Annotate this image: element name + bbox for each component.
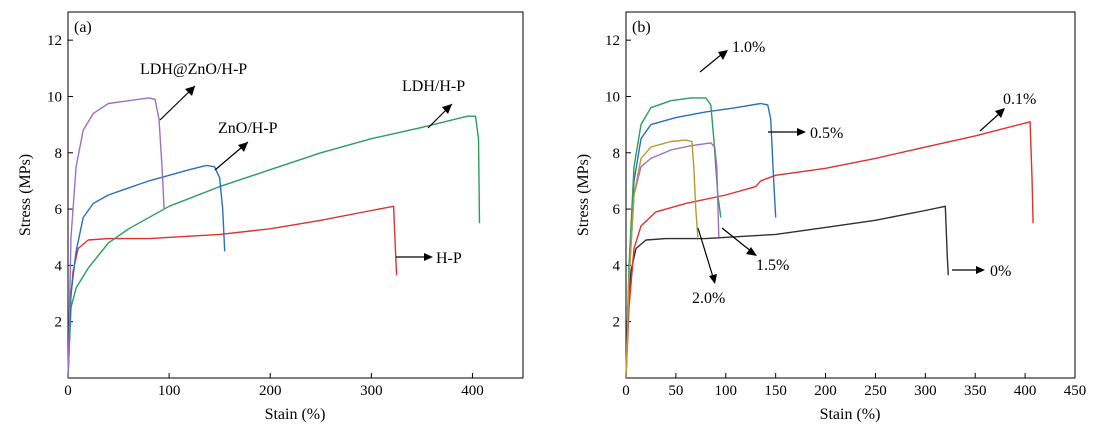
panel-b-arrow-1-0 <box>699 53 723 73</box>
panel-a-x-tick-label: 0 <box>64 383 72 399</box>
panel-b-x-tick-label: 400 <box>1014 383 1037 399</box>
panel-b-y-tick-label: 2 <box>613 315 621 331</box>
panel-b-arrow-0-1 <box>979 112 1001 132</box>
panel-a-series-3-line <box>67 97 165 379</box>
panel-b-arrowhead-1-0 <box>718 50 728 60</box>
panel-a-y-tick-label: 12 <box>47 33 62 49</box>
panel-b-series-0-line <box>625 205 949 379</box>
panel-b-x-axis-label: Stain (%) <box>820 406 881 423</box>
panel-a-x-tick-label: 400 <box>461 383 484 399</box>
panel-a-y-tick-label: 4 <box>55 258 63 274</box>
panel-b-series <box>625 97 1034 379</box>
panel-a-plot-frame <box>67 11 524 379</box>
panel-b-x-tick-label: 100 <box>715 383 738 399</box>
panel-b-arrow-1-5 <box>721 227 753 253</box>
panel-b-label: (b) <box>632 19 651 36</box>
panel-b-series-4-line <box>625 142 720 379</box>
panel-a-label: (a) <box>74 19 92 36</box>
panel-b-ticks: 0 50 100 150 200 250 300 350 400 450 2 4 6 8 10 12 <box>605 33 1086 399</box>
panel-b-arrowhead-0 <box>976 266 985 274</box>
panel-a-arrowhead-ldh-zno <box>185 86 195 96</box>
panel-b-annotation-2-0: 2.0% <box>692 290 725 307</box>
panel-a-series-1-line <box>67 115 481 379</box>
panel-b-plot-frame <box>625 11 1076 379</box>
panel-b-annotation-1-5: 1.5% <box>756 257 789 274</box>
panel-b-y-tick-label: 4 <box>613 258 621 274</box>
panel-b-annotation-1-0: 1.0% <box>732 39 765 56</box>
panel-a-y-tick-label: 8 <box>55 146 63 162</box>
panel-b-y-tick-label: 10 <box>605 89 620 105</box>
panel-b-x-tick-label: 450 <box>1064 383 1087 399</box>
panel-a-annotation-zno: ZnO/H-P <box>218 120 278 137</box>
panel-b-annotation-0-1: 0.1% <box>1003 91 1036 108</box>
panel-b-series-2-line <box>625 102 777 379</box>
panel-b-x-tick-label: 300 <box>914 383 937 399</box>
panel-a-arrowhead-hp <box>424 253 433 261</box>
panel-b-x-tick-label: 200 <box>814 383 837 399</box>
panel-b-series-5-line <box>625 139 699 379</box>
panel-b-arrowhead-0-5 <box>797 128 806 136</box>
panel-b-arrowhead-2-0 <box>709 274 717 284</box>
panel-a-y-tick-label: 2 <box>55 315 63 331</box>
panel-a-x-tick-label: 200 <box>259 383 282 399</box>
panel-b-x-tick-label: 50 <box>668 383 683 399</box>
panel-a-chart: 0 100 200 300 400 2 4 6 8 10 12 (a) Stain (%) Stre… <box>17 11 524 423</box>
panel-b-series-1-line <box>625 121 1034 379</box>
panel-a-annotation-ldh-zno: LDH@ZnO/H-P <box>140 61 247 78</box>
panel-a-series-0-line <box>67 205 398 379</box>
panel-a-y-tick-label: 6 <box>55 202 63 218</box>
panel-a-y-tick-label: 10 <box>47 89 62 105</box>
panel-b-y-tick-label: 8 <box>613 146 621 162</box>
panel-b-x-tick-label: 350 <box>964 383 987 399</box>
panel-b-y-tick-label: 6 <box>613 202 621 218</box>
panel-a-arrowhead-zno <box>238 142 248 152</box>
panel-a-series-2-line <box>67 164 226 379</box>
panel-a-x-tick-label: 300 <box>360 383 383 399</box>
panel-b-x-tick-label: 250 <box>864 383 887 399</box>
panel-a-x-axis-label: Stain (%) <box>265 406 326 423</box>
panel-a-y-axis-label: Stress (MPs) <box>17 154 34 236</box>
panel-b-arrow-2-0 <box>697 227 714 278</box>
panel-b-y-axis-label: Stress (MPs) <box>575 154 592 236</box>
panel-b-y-tick-label: 12 <box>605 33 620 49</box>
panel-b-annotation-0-5: 0.5% <box>810 125 843 142</box>
panel-b-x-tick-label: 0 <box>622 383 630 399</box>
panel-a-annotation-hp: H-P <box>436 250 462 267</box>
panel-a-annotation-ldh: LDH/H-P <box>402 78 465 95</box>
panel-a-arrowhead-ldh <box>442 104 452 114</box>
panel-b-arrowhead-0-1 <box>995 108 1005 118</box>
panel-b-annotation-0: 0% <box>990 263 1011 280</box>
panel-b-arrowhead-1-5 <box>746 247 757 256</box>
panel-a-x-tick-label: 100 <box>158 383 181 399</box>
panel-a-series <box>67 97 481 379</box>
panel-b-x-tick-label: 150 <box>764 383 787 399</box>
